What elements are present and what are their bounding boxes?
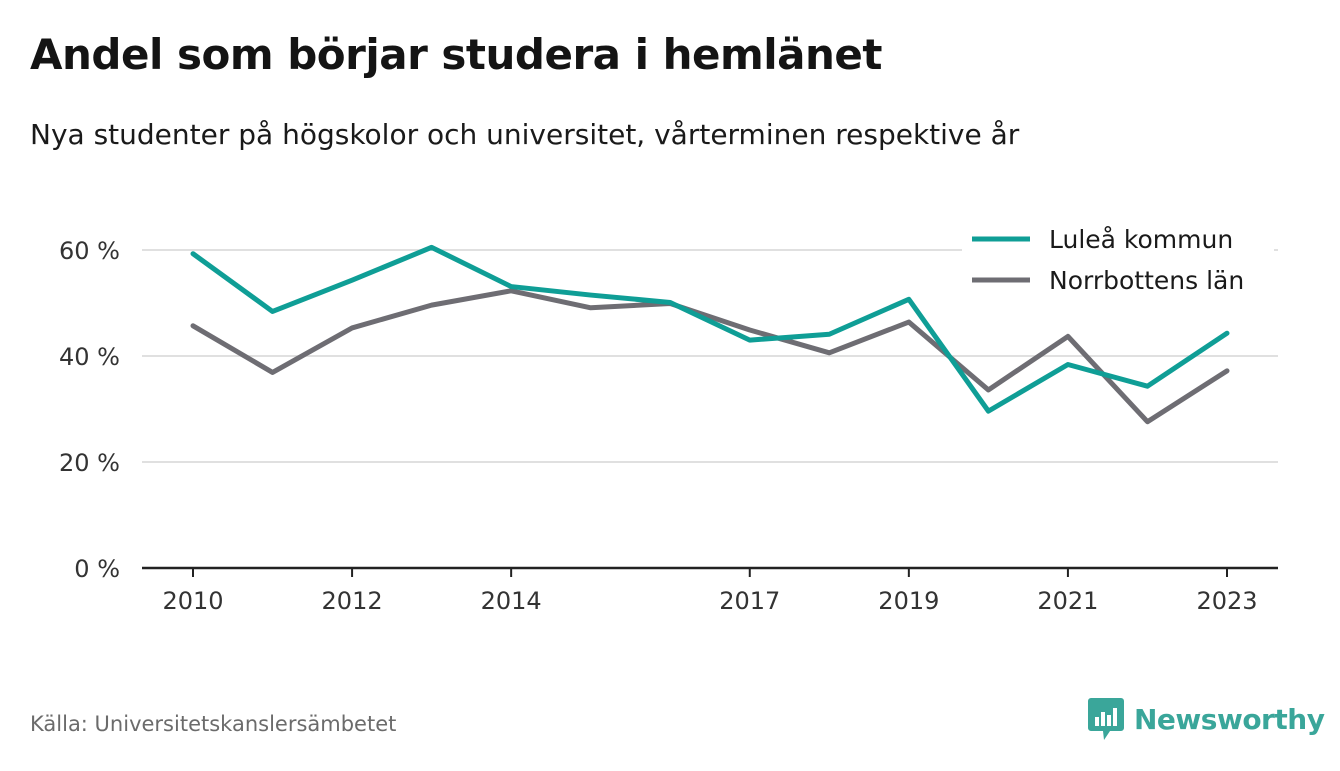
series-lines [190, 244, 1230, 425]
newsworthy-icon [1088, 698, 1124, 740]
newsworthy-logo[interactable]: Newsworthy [1088, 698, 1325, 740]
x-tick-label: 2021 [1037, 587, 1098, 615]
y-tick-label: 60 % [59, 237, 120, 265]
legend-background [962, 220, 1274, 302]
y-tick-label: 20 % [59, 449, 120, 477]
chart-title: Andel som börjar studera i hemlänet [30, 30, 883, 79]
chart-subtitle: Nya studenter på högskolor och universit… [30, 118, 1020, 151]
x-tick-label: 2012 [322, 587, 383, 615]
x-tick-label: 2014 [481, 587, 542, 615]
x-tick-label: 2019 [878, 587, 939, 615]
x-axis-ticks: 2010 2012 2014 2017 2019 2021 2023 [162, 568, 1258, 615]
series-line-lulea [190, 244, 1230, 414]
y-tick-label: 40 % [59, 343, 120, 371]
series-line-norrbotten [190, 288, 1230, 425]
legend: Luleå kommun Norrbottens län [962, 220, 1274, 302]
brand-name: Newsworthy [1134, 702, 1325, 736]
y-axis-ticks: 0 % 20 % 40 % 60 % [59, 237, 120, 583]
x-tick-label: 2023 [1196, 587, 1257, 615]
x-tick-label: 2017 [719, 587, 780, 615]
source-note: Källa: Universitetskanslersämbetet [30, 712, 397, 736]
y-tick-label: 0 % [74, 555, 120, 583]
legend-label: Norrbottens län [1049, 266, 1244, 295]
x-tick-label: 2010 [162, 587, 223, 615]
legend-label: Luleå kommun [1049, 225, 1233, 254]
